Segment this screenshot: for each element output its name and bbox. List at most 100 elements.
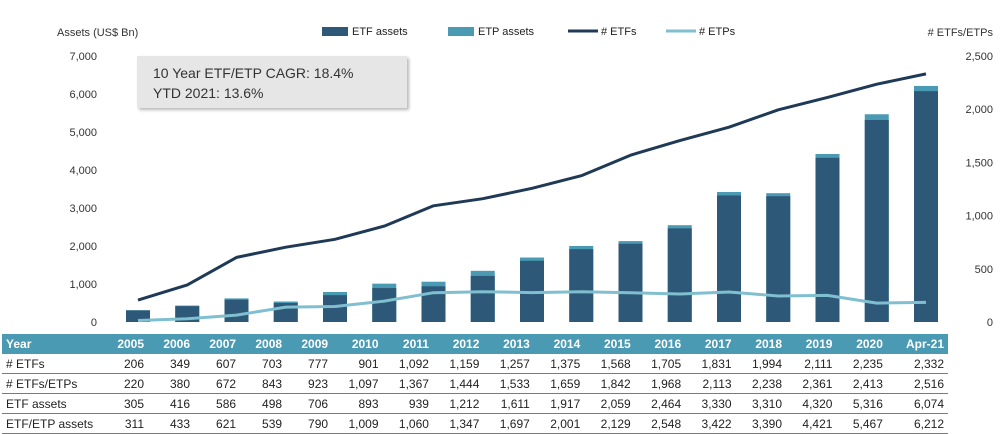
table-cell: 2006 [148, 334, 195, 354]
table-cell: 2,516 [886, 373, 948, 394]
etf-assets-bar [618, 243, 643, 322]
right-tick-label: 0 [987, 317, 993, 329]
table-cell: 1,611 [483, 393, 534, 414]
table-cell: 1,257 [483, 353, 534, 374]
table-cell: 2015 [584, 334, 635, 354]
table-cell: 621 [194, 413, 241, 434]
etf-etp-growth-chart: Assets (US$ Bn) # ETFs/ETPs ETF assets E… [57, 26, 994, 329]
table-cell: 1,092 [382, 353, 433, 374]
table-row: ETF assets 305 416 586 498 706 893 939 1,212 1,61… [2, 393, 948, 414]
left-tick-label: 1,000 [69, 279, 97, 291]
etf-assets-bar [864, 119, 889, 322]
table-cell: 672 [194, 373, 241, 394]
table-cell: 1,347 [432, 413, 484, 434]
table-cell: 498 [240, 393, 287, 414]
legend-swatch-etp-assets [448, 27, 474, 36]
table-cell: 1,994 [735, 353, 787, 374]
right-axis-ticks: 0 500 1,000 1,500 2,000 2,500 [965, 51, 993, 329]
left-axis-title: Assets (US$ Bn) [57, 27, 138, 39]
table-cell: 1,697 [483, 413, 534, 434]
cagr-ytd: YTD 2021: 13.6% [153, 85, 264, 101]
line-series [137, 72, 927, 322]
table-cell: 3,390 [735, 413, 787, 434]
right-axis-title: # ETFs/ETPs [928, 27, 994, 39]
table-cell: 433 [148, 413, 195, 434]
etf-assets-bar [766, 196, 791, 322]
legend-label-num-etps: # ETPs [699, 26, 736, 38]
legend: ETF assets ETP assets # ETFs # ETPs [322, 26, 736, 38]
table-cell: 1,917 [533, 393, 585, 414]
table-cell: 1,097 [332, 373, 383, 394]
table-header-row: Year 2005 2006 2007 2008 2009 2010 2011 2012 2013… [2, 334, 948, 354]
row-label: ETF/ETP assets [2, 413, 102, 434]
table-cell: 2,129 [584, 413, 635, 434]
table-cell: 1,009 [332, 413, 383, 434]
table-cell: 706 [286, 393, 333, 414]
data-table: Year 2005 2006 2007 2008 2009 2010 2011 2012 2013… [2, 334, 948, 434]
table-cell: 2014 [533, 334, 585, 354]
left-tick-label: 6,000 [69, 89, 97, 101]
table-cell: 1,705 [634, 353, 686, 374]
table-cell: 2,464 [634, 393, 686, 414]
table-cell: 2,113 [685, 373, 736, 394]
table-cell: 1,444 [432, 373, 484, 394]
table-cell: 893 [332, 393, 383, 414]
row-label: Year [2, 334, 102, 354]
table-cell: 1,533 [483, 373, 534, 394]
left-tick-label: 2,000 [69, 241, 97, 253]
table-cell: 2,001 [533, 413, 585, 434]
table-cell: 2,332 [886, 353, 948, 374]
table-cell: 790 [286, 413, 333, 434]
table-cell: 206 [102, 353, 149, 374]
etf-assets-bar [717, 195, 741, 322]
table-cell: 2,059 [584, 393, 635, 414]
table-row: ETF/ETP assets 311 433 621 539 790 1,009 1,060 1… [2, 413, 948, 434]
table-cell: 1,212 [432, 393, 484, 414]
etf-assets-bar [224, 299, 249, 322]
table-cell: 2,235 [836, 353, 887, 374]
bar-series [126, 85, 938, 322]
table-cell: 1,842 [584, 373, 635, 394]
table-cell: 1,060 [382, 413, 433, 434]
table-cell: 843 [240, 373, 287, 394]
table-cell: 1,568 [584, 353, 635, 374]
table-row: # ETFs 206 349 607 703 777 901 1,092 1,159 1,257 1… [2, 353, 948, 374]
table-cell: 2019 [786, 334, 837, 354]
right-tick-label: 500 [975, 264, 993, 276]
left-axis-ticks: 0 1,000 2,000 3,000 4,000 5,000 6,000 7,000 [69, 51, 97, 329]
left-tick-label: 3,000 [69, 203, 97, 215]
right-tick-label: 2,500 [965, 51, 993, 63]
table-cell: 607 [194, 353, 241, 374]
etf-assets-bar [323, 295, 347, 322]
table-cell: 3,422 [685, 413, 736, 434]
table-cell: 220 [102, 373, 149, 394]
table-cell: 2,111 [786, 353, 837, 374]
table-cell: 1,968 [634, 373, 686, 394]
left-tick-label: 7,000 [69, 51, 97, 63]
etf-assets-bar [914, 91, 938, 322]
table-cell: 2017 [685, 334, 736, 354]
row-label: # ETFs/ETPs [2, 373, 102, 394]
right-tick-label: 1,500 [965, 157, 993, 169]
table-cell: 349 [148, 353, 195, 374]
table-cell: 1,659 [533, 373, 585, 394]
table-cell: 5,316 [836, 393, 887, 414]
table-cell: 416 [148, 393, 195, 414]
table-cell: 311 [102, 413, 149, 434]
table-row: # ETFs/ETPs 220 380 672 843 923 1,097 1,367 1,44… [2, 373, 948, 394]
table-cell: 901 [332, 353, 383, 374]
cagr-annotation-box: 10 Year ETF/ETP CAGR: 18.4% YTD 2021: 13… [137, 56, 407, 108]
table-cell: 2005 [102, 334, 149, 354]
table-cell: 2016 [634, 334, 686, 354]
etf-assets-bar [569, 249, 594, 322]
left-tick-label: 4,000 [69, 165, 97, 177]
cagr-10-year: 10 Year ETF/ETP CAGR: 18.4% [153, 65, 354, 81]
table-cell: 2,238 [735, 373, 787, 394]
table-cell: 539 [240, 413, 287, 434]
table-cell: 380 [148, 373, 195, 394]
table-cell: 2011 [382, 334, 433, 354]
legend-swatch-etf-assets [322, 27, 348, 36]
table-cell: 2020 [836, 334, 887, 354]
table-cell: 2010 [332, 334, 383, 354]
table-cell: 1,831 [685, 353, 736, 374]
